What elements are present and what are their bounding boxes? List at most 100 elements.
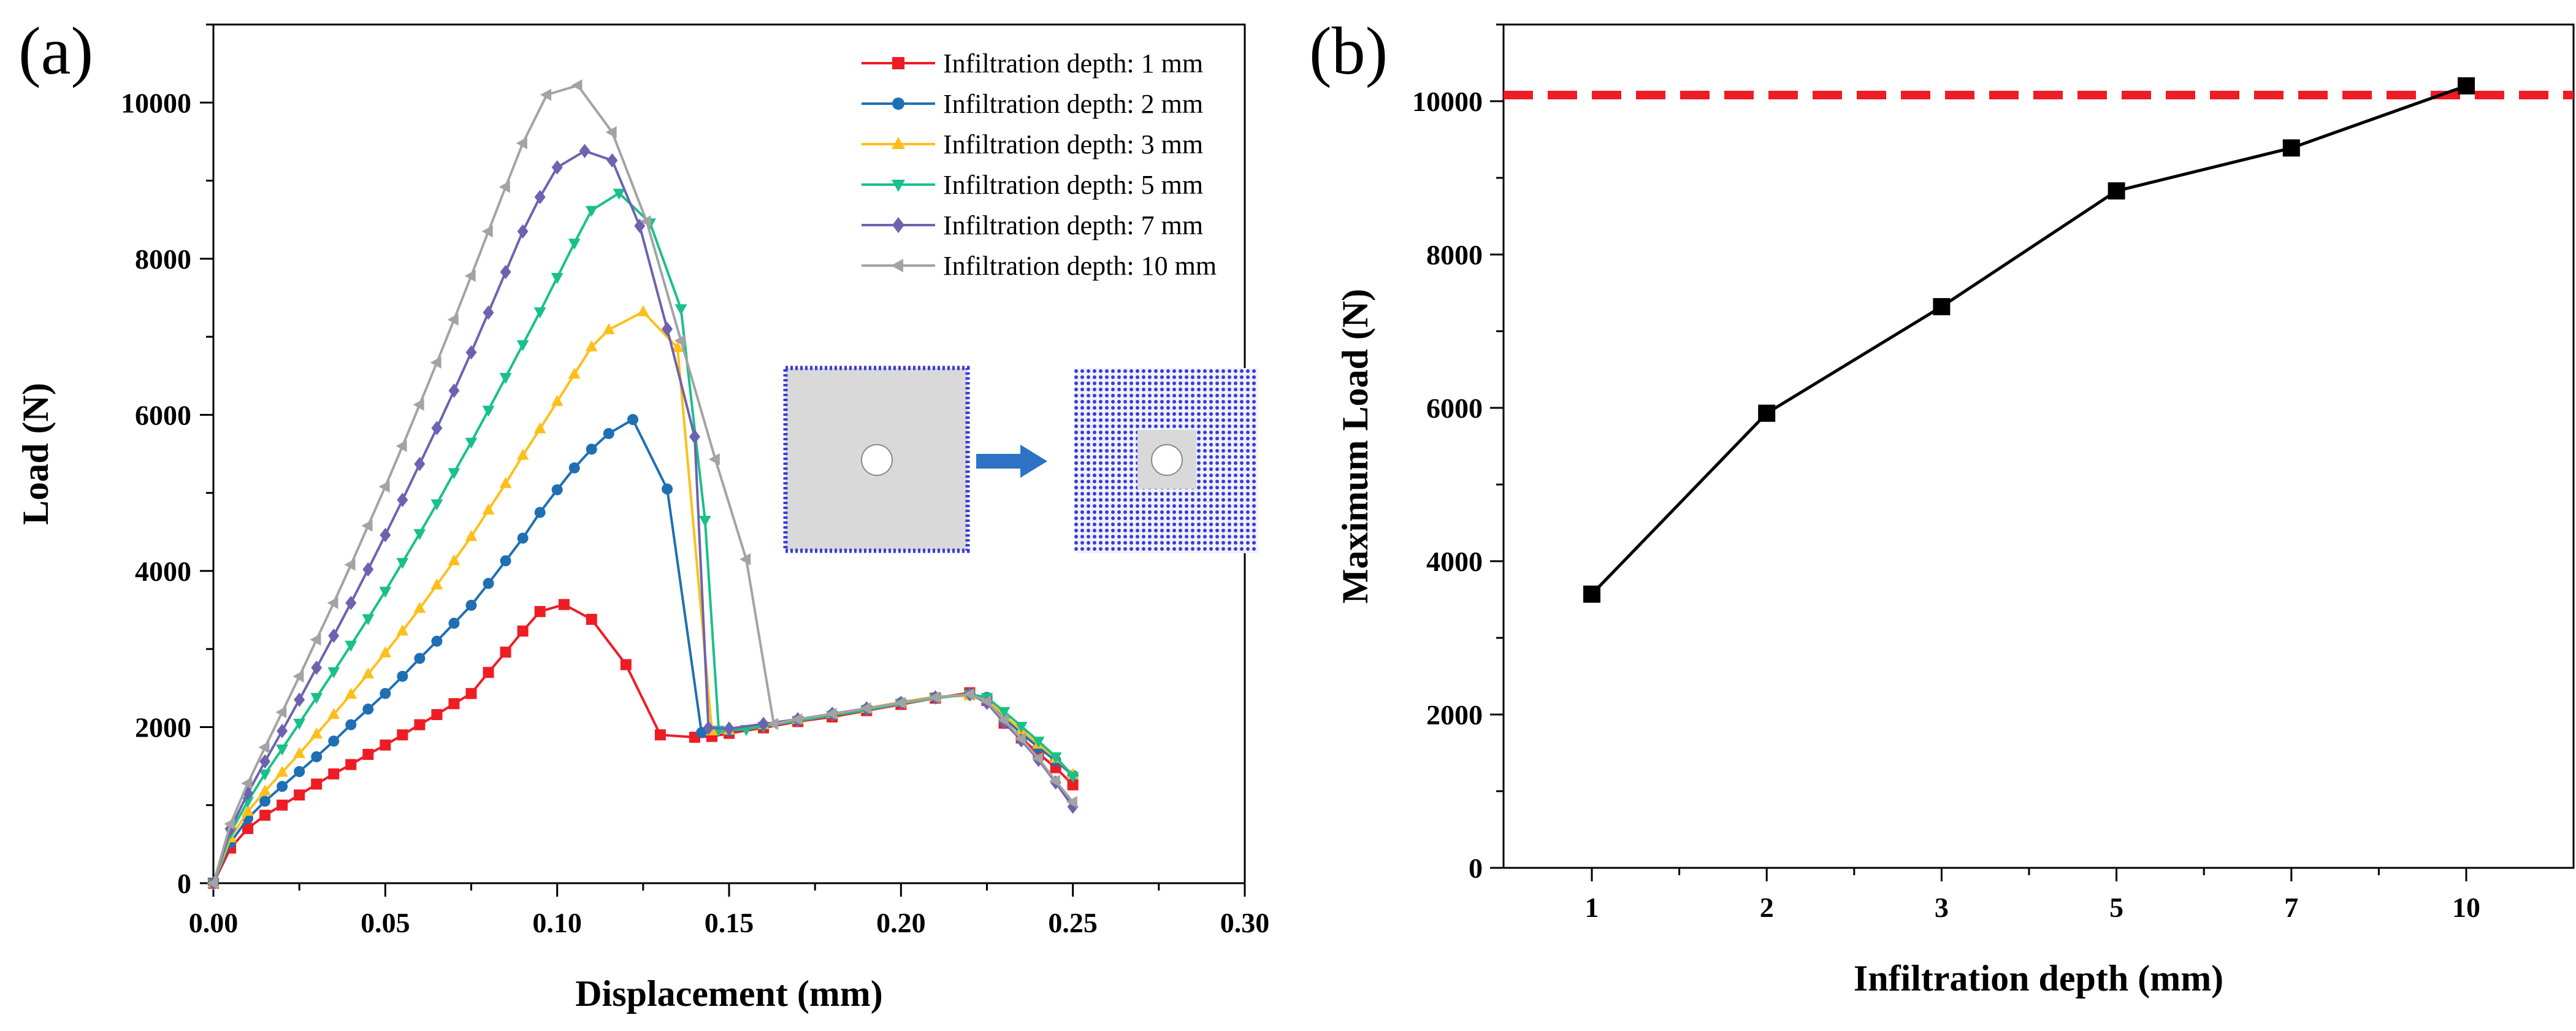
data-point-d5 [585, 205, 598, 217]
data-point-d3 [482, 503, 495, 515]
data-point-d1 [431, 709, 443, 721]
data-point-max-load [1933, 298, 1951, 315]
y-tick-label-a: 4000 [135, 556, 191, 587]
data-point-d7 [431, 421, 443, 435]
data-point-d1 [380, 739, 391, 751]
x-tick-label-b: 5 [2109, 892, 2123, 923]
data-point-d10 [1014, 732, 1026, 745]
data-point-d7 [606, 153, 618, 168]
y-tick-label-a: 2000 [135, 711, 191, 743]
data-point-d10 [310, 634, 321, 646]
data-point-d2 [362, 703, 374, 715]
data-point-d2 [345, 719, 357, 730]
data-point-d10 [275, 706, 287, 719]
data-point-d10 [605, 126, 617, 139]
infiltration-inset [783, 366, 1258, 553]
data-point-max-load [2458, 77, 2475, 94]
legend-marker-d5 [892, 180, 905, 192]
x-tick-label-b: 7 [2284, 892, 2298, 923]
data-point-d5 [379, 586, 392, 598]
data-point-d7 [500, 264, 511, 280]
data-point-d3 [396, 624, 409, 636]
x-axis-title-a: Displacement (mm) [575, 973, 883, 1014]
data-point-d2 [662, 483, 673, 495]
data-point-d10 [447, 313, 459, 326]
y-tick-label-b: 4000 [1426, 546, 1483, 577]
x-axis-title-b: Infiltration depth (mm) [1854, 958, 2223, 998]
data-point-d10 [894, 697, 906, 709]
data-point-d3 [671, 341, 684, 353]
data-point-d10 [1031, 752, 1043, 765]
data-point-d5 [396, 558, 409, 569]
data-point-d2 [414, 653, 426, 664]
data-point-d7 [294, 692, 305, 707]
data-point-d1 [397, 729, 408, 741]
data-point-d2 [500, 555, 511, 567]
data-point-d1 [483, 667, 494, 678]
data-point-d10 [327, 597, 338, 609]
data-point-d2 [568, 462, 580, 473]
data-point-d5 [448, 468, 461, 480]
data-point-d7 [483, 305, 494, 320]
data-point-d10 [430, 356, 441, 369]
chart-a: 0.00 0.05 0.10 0.15 0.20 0.25 0.30 0 2000 4000 600… [15, 23, 1269, 1014]
y-tick-label-a: 10000 [121, 87, 191, 118]
data-point-d3 [585, 340, 598, 351]
data-point-d10 [791, 713, 803, 726]
data-point-d3 [636, 305, 649, 316]
data-point-d7 [259, 754, 271, 769]
data-point-d7 [397, 493, 408, 507]
data-point-d10 [540, 88, 552, 101]
data-point-d5 [675, 304, 687, 316]
data-point-d10 [980, 695, 992, 708]
data-point-d10 [860, 702, 871, 715]
data-point-d1 [517, 625, 529, 637]
panel-label-b: (b) [1309, 13, 1388, 88]
legend-label-d2: Infiltration depth: 2 mm [943, 89, 1203, 119]
data-point-d7 [465, 345, 477, 360]
data-point-max-load [1583, 585, 1600, 603]
legend-marker-d7 [892, 217, 904, 233]
x-tick-label-b: 3 [1935, 892, 1949, 923]
data-point-d3 [499, 477, 512, 488]
data-point-d1 [311, 778, 323, 790]
data-point-d7 [380, 527, 391, 543]
data-point-d2 [397, 670, 408, 682]
data-point-d5 [276, 744, 289, 756]
data-point-d5 [551, 273, 564, 285]
data-point-d10 [258, 741, 270, 754]
data-point-d1 [242, 822, 254, 834]
data-point-d5 [413, 529, 426, 540]
y-axis-title-a: Load (N) [15, 383, 56, 525]
data-point-d10 [241, 777, 253, 789]
data-point-max-load [2282, 139, 2300, 157]
data-point-d5 [998, 707, 1011, 718]
y-tick-label-b: 0 [1469, 853, 1483, 884]
y-tick-label-a: 8000 [135, 243, 191, 275]
data-point-d7 [311, 661, 323, 675]
series-d10 [207, 79, 1077, 889]
legend-label-d5: Infiltration depth: 5 mm [943, 170, 1203, 200]
data-point-d5 [259, 769, 271, 781]
data-point-d1 [328, 768, 340, 780]
x-tick-label-a: 0.15 [705, 907, 754, 938]
data-point-d7 [414, 456, 426, 472]
data-point-d2 [294, 766, 305, 777]
data-point-d1 [362, 749, 374, 760]
legend-marker-d3 [892, 137, 905, 149]
data-point-d7 [703, 721, 714, 735]
data-point-d3 [568, 367, 581, 379]
x-tick-label-a: 0.00 [189, 907, 239, 938]
x-tick-label-b: 2 [1760, 892, 1774, 923]
data-point-d7 [362, 562, 374, 577]
data-point-d2 [696, 727, 708, 738]
data-point-d3 [362, 667, 375, 679]
y-tick-label-a: 6000 [135, 399, 191, 431]
data-point-d2 [311, 751, 323, 762]
data-point-d1 [294, 789, 305, 801]
data-point-d5 [533, 307, 546, 319]
y-axis-title-b: Maximum Load (N) [1335, 289, 1375, 604]
data-point-d1 [500, 646, 511, 658]
data-point-d10 [708, 453, 720, 466]
data-point-d10 [481, 225, 493, 238]
